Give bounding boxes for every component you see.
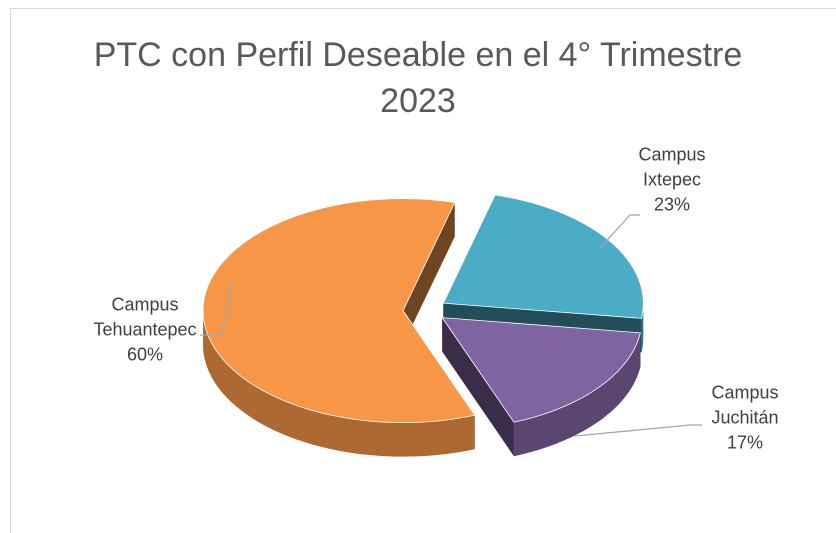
category-label: Campus Juchitán (711, 382, 779, 428)
data-label: Campus Ixtepec 23% (638, 143, 705, 218)
data-label: Campus Tehuantepec 60% (93, 293, 196, 368)
slice-side (403, 202, 455, 345)
chart-border (10, 8, 836, 533)
chart-title: PTC con Perfil Deseable en el 4° Trimest… (93, 36, 743, 120)
slice-side (442, 317, 514, 457)
pie (202, 194, 644, 457)
slice (202, 198, 476, 424)
slice (441, 317, 641, 423)
value-label: 60% (126, 344, 164, 365)
category-label: Campus Tehuantepec (93, 294, 197, 340)
value-label: 23% (653, 194, 691, 215)
slice-wall (513, 332, 641, 457)
slice (442, 194, 644, 319)
slice-wall (641, 303, 644, 353)
leader-line (200, 281, 233, 336)
leader-line (574, 424, 702, 437)
leader-line (599, 214, 640, 249)
slice-wall (203, 310, 475, 457)
data-label: Campus Juchitán 17% (711, 381, 778, 456)
value-label: 17% (726, 432, 764, 453)
category-label: Campus Ixtepec (638, 144, 706, 190)
